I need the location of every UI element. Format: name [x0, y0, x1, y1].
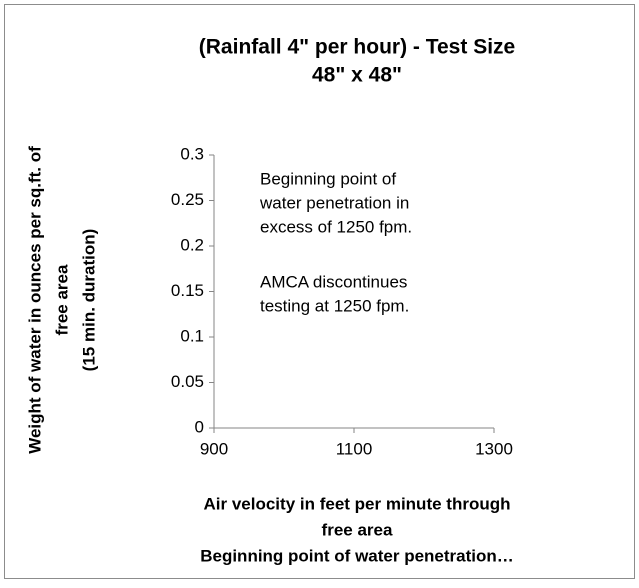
y-tick-label: 0.05: [171, 372, 204, 391]
y-tick-label: 0.3: [180, 144, 204, 163]
x-tick-label: 1300: [475, 439, 513, 458]
x-tick-label: 900: [200, 439, 228, 458]
annotation: testing at 1250 fpm.: [260, 296, 409, 315]
x-axis-label: Beginning point of water penetration…: [200, 546, 514, 565]
x-tick-label: 1100: [336, 439, 373, 458]
y-tick-label: 0: [195, 417, 204, 436]
y-tick-label: 0.15: [171, 281, 204, 300]
y-tick-label: 0.2: [180, 235, 204, 254]
chart-title: 48" x 48": [312, 64, 402, 87]
y-axis-label: (15 min. duration): [79, 229, 98, 372]
y-tick-label: 0.25: [171, 190, 204, 209]
chart-frame: [4, 4, 635, 579]
chart-title: (Rainfall 4" per hour) - Test Size: [199, 36, 515, 59]
x-axis-label: free area: [322, 520, 393, 539]
annotation: water penetration in: [259, 193, 409, 212]
annotation: Beginning point of: [260, 169, 396, 188]
x-axis-label: Air velocity in feet per minute through: [204, 494, 511, 513]
y-axis-label: Weight of water in ounces per sq.ft. of: [25, 146, 44, 454]
y-axis-label: free area: [52, 264, 71, 335]
y-tick-label: 0.1: [180, 326, 204, 345]
annotation: excess of 1250 fpm.: [260, 217, 412, 236]
annotation: AMCA discontinues: [260, 272, 407, 291]
